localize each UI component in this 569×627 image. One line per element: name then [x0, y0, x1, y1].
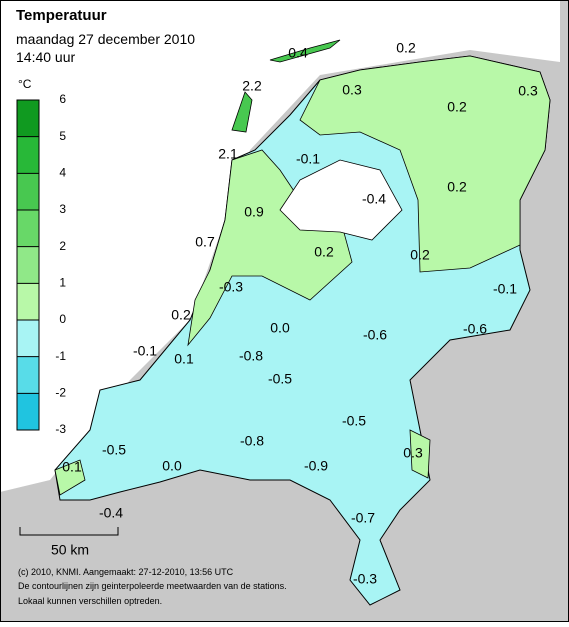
legend-tick-label: 1 — [59, 276, 66, 290]
sea — [0, 0, 560, 492]
station-value: 0.0 — [270, 320, 290, 336]
station-value: 0.1 — [62, 459, 82, 475]
station-value: -0.3 — [353, 571, 377, 587]
legend: 6 5 4 3 2 1 0 -1 -2 -3 — [16, 92, 66, 436]
station-value: -0.1 — [493, 281, 517, 297]
footer-line: De contourlijnen zijn geinterpoleerde me… — [18, 581, 287, 591]
legend-tick-label: 5 — [59, 129, 66, 143]
station-value: -0.1 — [133, 343, 157, 359]
islands — [231, 39, 341, 133]
station-value: 0.3 — [342, 82, 362, 98]
footer-line: Lokaal kunnen verschillen optreden. — [18, 596, 162, 606]
scale-label: 50 km — [51, 542, 89, 558]
station-value: 0.2 — [314, 244, 334, 260]
station-value: 0.4 — [288, 45, 308, 61]
legend-band — [17, 283, 39, 320]
ijsselmeer — [279, 159, 403, 241]
station-value: -0.5 — [268, 371, 292, 387]
station-value: -0.3 — [219, 279, 243, 295]
legend-band — [17, 210, 39, 247]
station-value: 0.3 — [403, 445, 423, 461]
station-value: -0.8 — [240, 433, 264, 449]
station-value: 0.2 — [410, 247, 430, 263]
station-value: 0.2 — [447, 179, 467, 195]
station-value: 0.2 — [447, 99, 467, 115]
station-value: 0.9 — [244, 204, 264, 220]
legend-tick-label: 2 — [59, 239, 66, 253]
station-labels: 0.4 0.2 2.2 0.3 0.2 0.3 2.1 -0.1 0.2 -0.… — [62, 40, 538, 587]
legend-tick-label: -1 — [55, 349, 66, 363]
green-zone-small — [54, 429, 431, 496]
legend-band — [17, 246, 39, 284]
station-value: -0.6 — [363, 327, 387, 343]
legend-band — [17, 356, 39, 394]
station-value: 0.1 — [174, 351, 194, 367]
station-value: -0.6 — [463, 321, 487, 337]
legend-tick-label: -2 — [55, 386, 66, 400]
green-zone-west — [187, 149, 353, 347]
legend-band — [17, 173, 39, 210]
station-value: 0.0 — [162, 458, 182, 474]
legend-band — [17, 136, 39, 174]
station-value: -0.4 — [99, 505, 123, 521]
station-value: -0.5 — [102, 442, 126, 458]
legend-tick-label: 0 — [59, 312, 66, 326]
legend-tick-label: -3 — [55, 422, 66, 436]
green-zone-north — [299, 55, 551, 273]
legend-band — [17, 320, 39, 357]
station-value: 0.2 — [396, 40, 416, 56]
legend-band — [17, 393, 39, 430]
station-value: -0.8 — [239, 348, 263, 364]
title: Temperatuur — [16, 7, 107, 24]
station-value: -0.4 — [362, 191, 386, 207]
footer-line: (c) 2010, KNMI. Aangemaakt: 27-12-2010, … — [18, 567, 234, 577]
legend-band — [17, 100, 39, 137]
legend-tick-label: 4 — [59, 166, 66, 180]
date: maandag 27 december 2010 — [16, 31, 195, 47]
station-value: 0.2 — [171, 307, 191, 323]
station-value: 2.2 — [242, 78, 262, 94]
station-value: 2.1 — [218, 146, 238, 162]
legend-tick-label: 3 — [59, 202, 66, 216]
station-value: 0.3 — [518, 83, 538, 99]
station-value: 0.7 — [195, 234, 215, 250]
station-value: -0.5 — [342, 413, 366, 429]
station-value: -0.1 — [296, 151, 320, 167]
station-value: -0.7 — [351, 510, 375, 526]
legend-unit: °C — [18, 77, 32, 91]
station-value: -0.9 — [304, 458, 328, 474]
scale-bar — [19, 527, 119, 536]
time: 14:40 uur — [16, 49, 75, 65]
legend-tick-label: 6 — [59, 92, 66, 106]
